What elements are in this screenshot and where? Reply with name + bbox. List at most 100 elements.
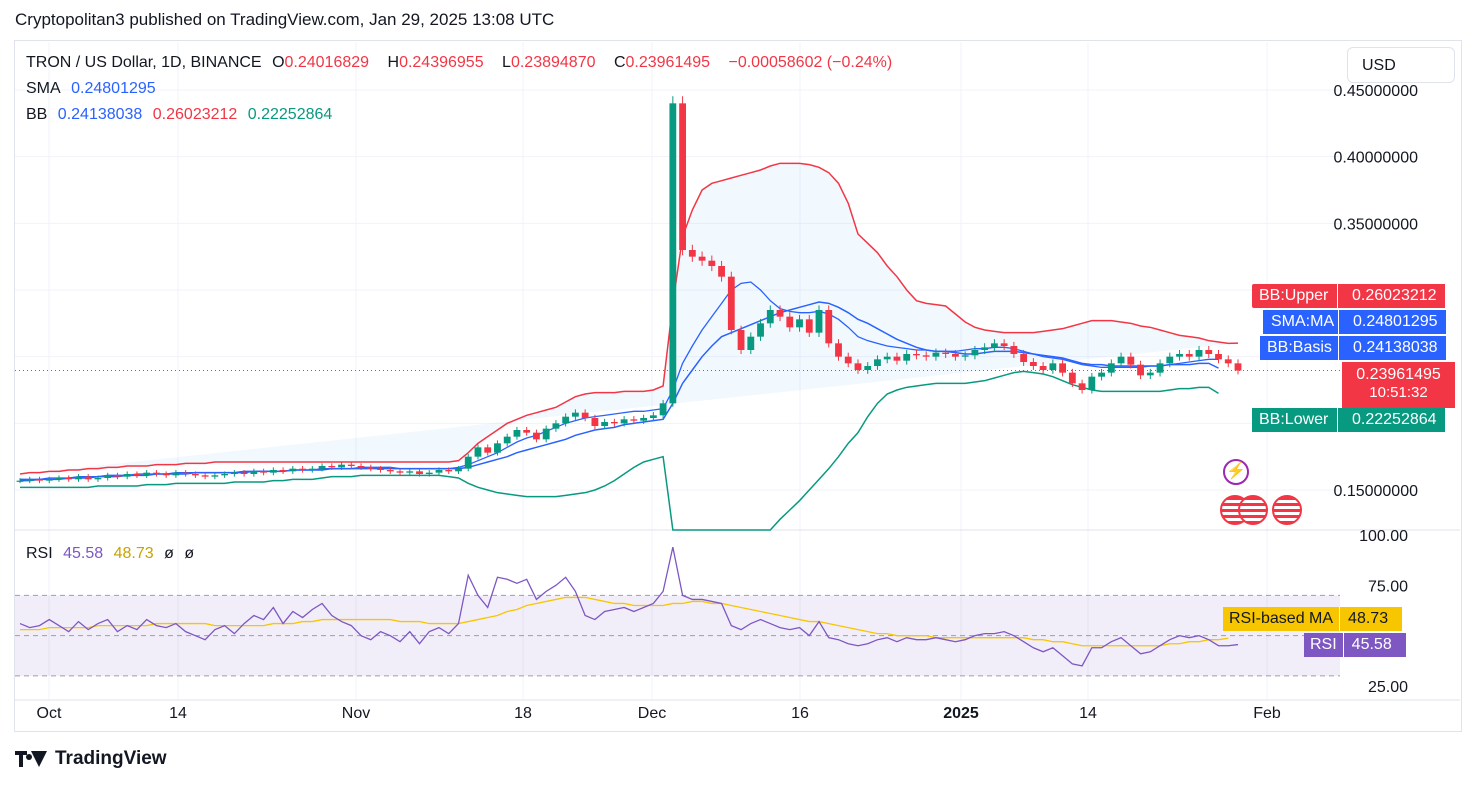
candle-body: [367, 467, 375, 469]
candle-body: [942, 352, 950, 354]
rsi-value: 45.58: [63, 545, 104, 562]
candle-body: [1000, 343, 1008, 346]
currency-button[interactable]: USD: [1347, 47, 1455, 83]
time-axis-label: 2025: [943, 705, 979, 722]
candle-body: [114, 475, 121, 477]
candle-body: [474, 447, 482, 457]
tag-sma-label: SMA:MA: [1263, 310, 1338, 334]
candle-body: [328, 466, 336, 468]
candle-body: [688, 250, 696, 257]
time-axis-label: Nov: [342, 705, 370, 722]
bb-legend[interactable]: BB 0.24138038 0.26023212 0.22252864: [26, 106, 338, 124]
candle-body: [961, 355, 969, 357]
tag-bb-basis: BB:Basis 0.24138038: [1260, 336, 1446, 360]
candle-body: [221, 474, 229, 476]
bb-lower-line: [20, 370, 1219, 531]
change-value: −0.00058602 (−0.24%): [728, 54, 893, 71]
candle-body: [172, 472, 180, 476]
candle-body: [182, 472, 190, 474]
candle-body: [143, 472, 151, 476]
bb-fill: [20, 163, 1238, 475]
bb-upper-value: 0.26023212: [152, 106, 238, 123]
us-flag-icon: [1272, 495, 1302, 525]
candle-body: [552, 423, 560, 429]
tag-bb-basis-value: 0.24138038: [1339, 336, 1446, 360]
price-axis-label: 0.40000000: [1333, 150, 1418, 167]
candle-body: [357, 466, 365, 468]
candle-body: [601, 422, 609, 426]
candle-body: [299, 468, 306, 470]
rsi-legend[interactable]: RSI 45.58 48.73 ø ø: [26, 545, 200, 563]
tag-last-price: 0.23961495 10:51:32: [1342, 362, 1455, 408]
candle-body: [844, 356, 852, 364]
candle-body: [981, 347, 989, 350]
lightning-icon[interactable]: ⚡: [1223, 459, 1249, 485]
candle-body: [922, 355, 930, 357]
candle-body: [952, 354, 959, 357]
candle-body: [1215, 354, 1222, 360]
price-axis-label: 0.45000000: [1333, 83, 1418, 100]
candle-body: [610, 422, 618, 424]
candle-body: [75, 476, 82, 480]
candle-body: [649, 415, 657, 418]
open-label: O: [272, 54, 285, 71]
close-value: 0.23961495: [625, 54, 711, 71]
candle-body: [494, 443, 501, 453]
sma-legend[interactable]: SMA 0.24801295: [26, 80, 162, 98]
candle-body: [1195, 350, 1203, 357]
candle-body: [874, 359, 881, 366]
time-axis-label: Oct: [37, 705, 62, 722]
candle-body: [16, 480, 24, 482]
tag-rsi-ma: RSI-based MA 48.73: [1223, 607, 1403, 631]
candle-body: [1078, 383, 1086, 390]
tradingview-logo-icon: [15, 749, 47, 769]
candle-body: [796, 319, 803, 328]
tag-sma: SMA:MA 0.24801295: [1263, 310, 1446, 334]
close-label: C: [613, 54, 626, 71]
candle-body: [1146, 372, 1154, 376]
sma-value: 0.24801295: [71, 80, 156, 97]
time-axis-label: Feb: [1253, 705, 1281, 722]
symbol-title[interactable]: TRON / US Dollar, 1D, BINANCE: [26, 54, 262, 71]
candle-body: [718, 266, 725, 277]
candle-body: [815, 310, 823, 333]
time-axis-label: Dec: [638, 705, 666, 722]
candle-body: [1185, 354, 1193, 357]
candle-body: [455, 468, 462, 472]
candle-body: [347, 464, 355, 466]
candle-body: [1068, 372, 1076, 384]
low-value: 0.23894870: [510, 54, 596, 71]
rsi-pane: [15, 546, 1340, 677]
rsi-extra-1: ø: [164, 545, 174, 562]
candle-body: [425, 472, 433, 474]
us-flag-icon: [1238, 495, 1268, 525]
candle-body: [786, 316, 794, 328]
bb-lower-value: 0.22252864: [247, 106, 333, 123]
time-axis-label: 14: [1079, 705, 1097, 722]
rsi-ma-value: 48.73: [113, 545, 154, 562]
candle-body: [1107, 363, 1115, 373]
tag-bb-lower-label: BB:Lower: [1252, 408, 1337, 432]
candle-body: [377, 468, 384, 470]
candle-body: [1049, 363, 1057, 370]
economic-event-flags-icon[interactable]: [1220, 495, 1304, 527]
candle-body: [971, 350, 979, 356]
candle-body: [123, 474, 131, 477]
candle-body: [289, 468, 297, 472]
candle-body: [1039, 366, 1047, 370]
candle-body: [318, 466, 326, 469]
low-label: L: [502, 54, 511, 71]
rsi-extra-2: ø: [184, 545, 195, 562]
candle-body: [1010, 346, 1018, 354]
axes: 0.45000000 0.40000000 0.35000000 0.15000000…: [37, 83, 1419, 722]
candle-body: [825, 310, 833, 344]
candle-body: [640, 418, 648, 421]
candle-body: [104, 475, 112, 478]
tag-rsi-value: 45.58: [1343, 633, 1406, 657]
high-label: H: [387, 54, 400, 71]
tag-bb-upper-value: 0.26023212: [1338, 284, 1445, 308]
candle-body: [435, 470, 443, 473]
candle-body: [893, 356, 901, 361]
candle-body: [484, 447, 492, 453]
